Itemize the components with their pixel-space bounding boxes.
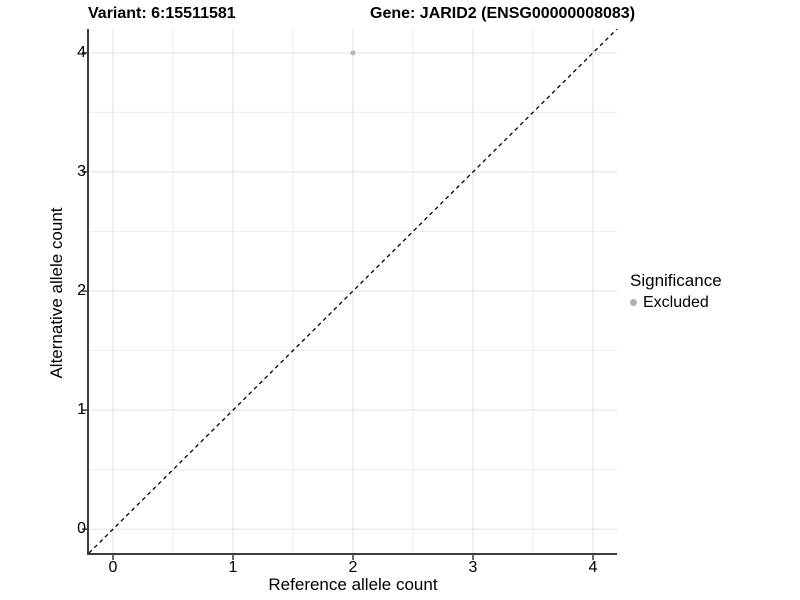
y-tick-label: 4 [77,43,86,61]
identity-line [88,29,618,554]
y-tick-label: 3 [77,162,86,180]
x-tick-label: 2 [348,559,358,576]
legend-title: Significance [630,271,722,290]
y-tick-label: 2 [77,282,86,299]
excluded-point-icon [630,299,637,306]
legend: Significance Excluded [630,271,722,312]
variant-title: Variant: 6:15511581 [88,5,236,22]
data-point [350,50,356,56]
y-tick-label: 0 [77,520,86,538]
y-axis-title: Alternative allele count [47,207,66,379]
x-tick-label: 3 [468,559,478,576]
x-tick-label: 0 [108,559,118,576]
x-tick-label: 4 [588,559,598,576]
legend-item-excluded: Excluded [630,293,722,312]
x-axis-title: Reference allele count [268,575,438,594]
y-tick-label: 1 [77,401,86,419]
legend-item-label: Excluded [643,294,709,311]
x-tick-label: 1 [228,559,238,576]
gene-title: Gene: JARID2 (ENSG00000008083) [370,5,636,22]
plot-panel [82,29,618,560]
